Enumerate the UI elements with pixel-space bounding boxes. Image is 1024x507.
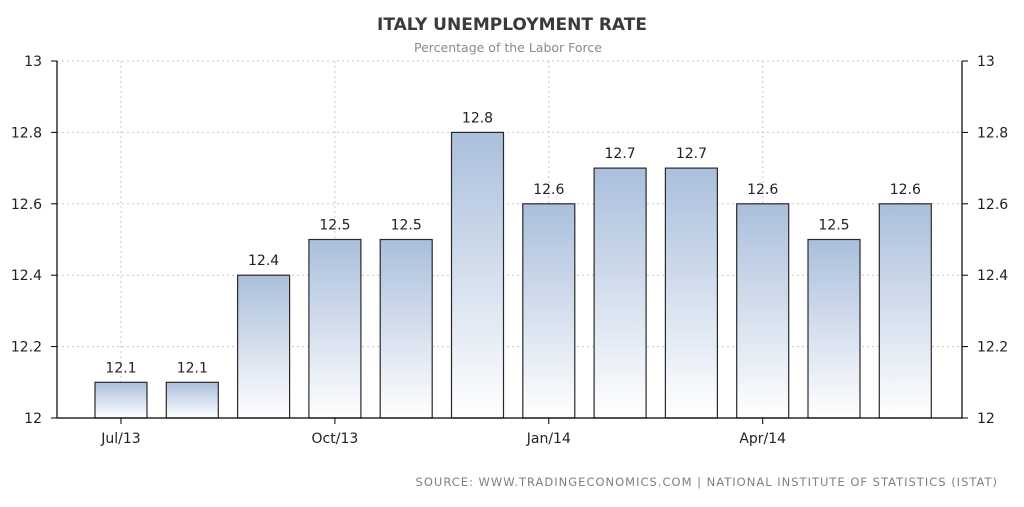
chart-title: ITALY UNEMPLOYMENT RATE [377, 15, 647, 35]
bar [736, 203, 790, 419]
data-label: 12.6 [890, 182, 921, 198]
x-tick-label: Apr/14 [739, 431, 786, 447]
bar [664, 167, 719, 419]
bars [94, 131, 932, 419]
data-label: 12.1 [177, 360, 208, 376]
chart-subtitle: Percentage of the Labor Force [414, 40, 602, 55]
data-label: 12.5 [391, 218, 422, 234]
bar [237, 274, 291, 419]
y-tick-label-left: 12 [24, 411, 42, 427]
bar [94, 381, 148, 419]
data-label: 12.7 [676, 146, 707, 162]
bar [450, 131, 505, 419]
bar [593, 167, 647, 419]
y-tick-label-left: 12.8 [11, 125, 42, 141]
y-tick-label-right: 12.4 [977, 268, 1008, 284]
y-tick-label-left: 13 [24, 54, 42, 70]
data-label: 12.5 [818, 218, 849, 234]
axes [56, 61, 963, 419]
bar [807, 238, 861, 419]
y-ticks: 12 12 12.2 12.2 12.4 12.4 12.6 12.6 12.8 12.8 13 13 [11, 54, 1008, 427]
y-tick-label-left: 12.4 [11, 268, 42, 284]
bar [165, 381, 219, 419]
x-ticks: Jul/13 Oct/13 Jan/14 Apr/14 [100, 418, 786, 447]
data-label: 12.7 [605, 146, 636, 162]
y-tick-label-left: 12.6 [11, 197, 42, 213]
source-text: SOURCE: WWW.TRADINGECONOMICS.COM | NATIO… [416, 475, 998, 489]
y-tick-label-right: 12.8 [977, 125, 1008, 141]
bar [308, 238, 362, 419]
data-label: 12.1 [105, 360, 136, 376]
y-tick-label-right: 12 [977, 411, 995, 427]
x-tick-label: Oct/13 [312, 431, 359, 447]
bar [379, 238, 433, 419]
data-label: 12.4 [248, 253, 279, 269]
y-tick-label-left: 12.2 [11, 340, 42, 356]
bar [878, 203, 932, 419]
x-tick-label: Jul/13 [100, 431, 140, 447]
grid [57, 60, 962, 418]
bar [522, 203, 576, 419]
data-label: 12.6 [533, 182, 564, 198]
data-label: 12.5 [319, 218, 350, 234]
x-tick-label: Jan/14 [526, 431, 571, 447]
data-labels: 12.1 12.1 12.4 12.5 12.5 12.8 12.6 12.7 12.7 12.6… [105, 110, 921, 376]
data-label: 12.8 [462, 110, 493, 126]
data-label: 12.6 [747, 182, 778, 198]
y-tick-label-right: 12.2 [977, 340, 1008, 356]
y-tick-label-right: 12.6 [977, 197, 1008, 213]
y-tick-label-right: 13 [977, 54, 995, 70]
